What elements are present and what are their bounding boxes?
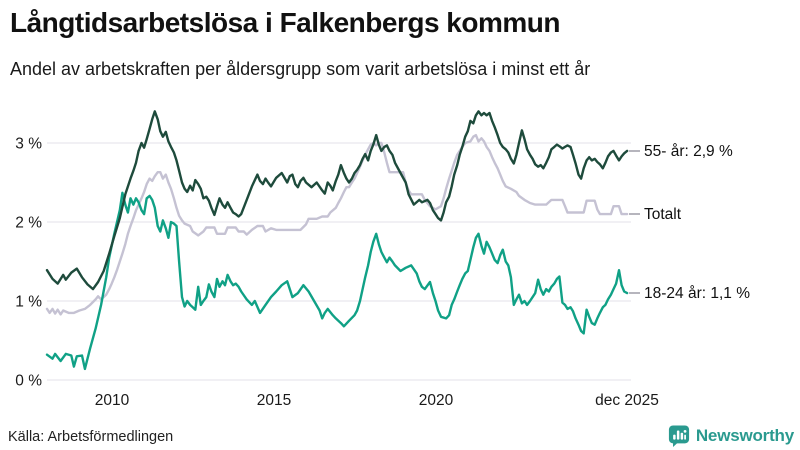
series-label-total: Totalt bbox=[644, 206, 682, 223]
newsworthy-brand[interactable]: Newsworthy bbox=[668, 425, 794, 447]
y-tick-2: 2 % bbox=[15, 215, 42, 232]
series-line-total bbox=[45, 133, 629, 316]
series-label-18-24: 18-24 år: 1,1 % bbox=[644, 285, 750, 302]
y-tick-3: 3 % bbox=[15, 136, 42, 153]
y-tick-1: 1 % bbox=[15, 294, 42, 311]
source-note: Källa: Arbetsförmedlingen bbox=[8, 429, 174, 445]
x-tick-2015: 2015 bbox=[257, 392, 291, 409]
series-line-55-plus bbox=[45, 110, 629, 291]
series-line-18-24 bbox=[45, 191, 629, 371]
newsworthy-wordmark: Newsworthy bbox=[695, 426, 794, 445]
x-tick-2020: 2020 bbox=[419, 392, 454, 409]
y-tick-0: 0 % bbox=[15, 373, 42, 390]
series-label-55-plus: 55- år: 2,9 % bbox=[644, 143, 733, 160]
page-subtitle: Andel av arbetskraften per åldersgrupp s… bbox=[10, 59, 591, 79]
x-tick-2010: 2010 bbox=[95, 392, 130, 409]
page-title: Långtidsarbetslösa i Falkenbergs kommun bbox=[10, 7, 560, 38]
newsworthy-logo-icon bbox=[668, 425, 689, 447]
x-tick-dec-2025: dec 2025 bbox=[595, 392, 659, 409]
series-layer bbox=[45, 110, 629, 371]
